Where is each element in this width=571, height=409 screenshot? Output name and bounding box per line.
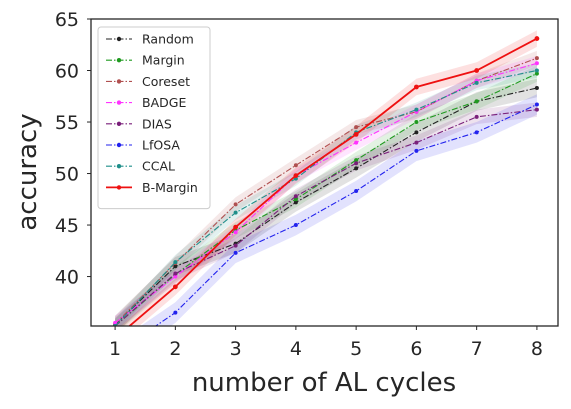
point-lfosa (414, 148, 419, 153)
point-lfosa (293, 223, 298, 228)
point-ccal (414, 107, 419, 112)
plot-frame (90, 18, 559, 327)
point-badge (113, 320, 118, 325)
legend-marker-random (116, 36, 122, 42)
point-dias (474, 114, 479, 119)
x-axis-ticks: 1 2 3 4 5 6 7 8 (109, 326, 543, 360)
legend-label-ccal: CCAL (142, 159, 175, 174)
legend-label-random: Random (142, 32, 194, 47)
legend-marker-lfosa (116, 142, 122, 148)
point-b-margin (233, 224, 239, 230)
point-ccal (474, 80, 479, 85)
series-lines (113, 36, 540, 326)
point-b-margin (172, 284, 178, 290)
point-dias (233, 243, 238, 248)
x-tick-label: 7 (471, 338, 483, 360)
point-dias (354, 161, 359, 166)
y-tick-label: 60 (55, 61, 79, 83)
line-coreset (114, 57, 538, 325)
point-ccal (173, 260, 178, 265)
point-badge (233, 230, 238, 235)
point-badge (354, 140, 359, 145)
legend-marker-badge (116, 100, 122, 105)
y-tick-label: 50 (55, 164, 79, 186)
legend-label-margin: Margin (142, 53, 185, 68)
point-dias (173, 271, 178, 276)
x-tick-label: 5 (350, 338, 362, 360)
point-margin (534, 71, 539, 76)
legend-marker-coreset (116, 79, 122, 84)
legend-box (97, 26, 211, 210)
point-margin (354, 158, 359, 163)
point-lfosa (534, 102, 539, 107)
point-coreset (233, 202, 238, 207)
legend-marker-margin (116, 58, 122, 63)
point-lfosa (354, 189, 359, 194)
point-coreset (534, 56, 539, 61)
point-dias (414, 140, 419, 145)
point-lfosa (233, 250, 238, 255)
legend-label-b-margin: B-Margin (142, 180, 198, 195)
point-b-margin (293, 173, 299, 178)
point-lfosa (173, 310, 178, 315)
point-margin (474, 99, 479, 104)
legend-label-badge: BADGE (142, 95, 186, 110)
legend-marker-ccal (116, 164, 122, 169)
point-coreset (293, 163, 298, 168)
x-tick-label: 6 (410, 338, 422, 360)
y-tick-label: 65 (55, 9, 79, 31)
y-tick-label: 40 (55, 267, 79, 289)
point-random (534, 86, 539, 91)
point-dias (293, 194, 298, 199)
point-badge (173, 274, 178, 279)
x-tick-label: 4 (290, 338, 302, 360)
point-random (173, 264, 178, 269)
point-lfosa (474, 130, 479, 135)
point-dias (534, 107, 539, 112)
point-b-margin (353, 131, 359, 137)
point-b-margin (413, 84, 419, 90)
line-lfosa (154, 104, 538, 326)
point-random (354, 166, 359, 171)
band-coreset (115, 50, 537, 326)
point-margin (414, 120, 419, 125)
line-dias (114, 109, 537, 326)
point-ccal (534, 68, 539, 73)
x-axis-label: number of AL cycles (192, 368, 456, 398)
band-margin (115, 65, 537, 326)
line-b-margin (128, 37, 538, 326)
band-lfosa (140, 94, 537, 326)
y-tick-label: 45 (55, 215, 79, 237)
point-b-margin (534, 36, 540, 41)
line-badge (114, 62, 538, 324)
point-b-margin (474, 68, 480, 73)
x-tick-label: 1 (109, 338, 121, 360)
x-tick-label: 8 (531, 338, 543, 360)
legend: Random Margin Coreset BADGE DIAS LfOSA CCAL B-M… (97, 26, 211, 210)
x-tick-label: 3 (230, 338, 242, 360)
legend-label-dias: DIAS (142, 116, 172, 131)
point-random (414, 130, 419, 135)
legend-label-coreset: Coreset (142, 74, 190, 89)
y-axis-ticks: 40 45 50 55 60 65 (55, 9, 91, 289)
x-tick-label: 2 (169, 338, 181, 360)
band-random (115, 78, 537, 326)
line-random (114, 87, 538, 326)
point-ccal (233, 210, 238, 215)
legend-label-lfosa: LfOSA (142, 138, 180, 153)
point-coreset (354, 125, 359, 130)
y-tick-label: 55 (55, 112, 79, 134)
y-axis-label: accuracy (13, 113, 43, 230)
point-random (293, 200, 298, 205)
legend-marker-dias (116, 121, 122, 127)
point-badge (534, 61, 539, 66)
point-margin (293, 197, 298, 202)
legend-marker-b-margin (116, 185, 122, 190)
